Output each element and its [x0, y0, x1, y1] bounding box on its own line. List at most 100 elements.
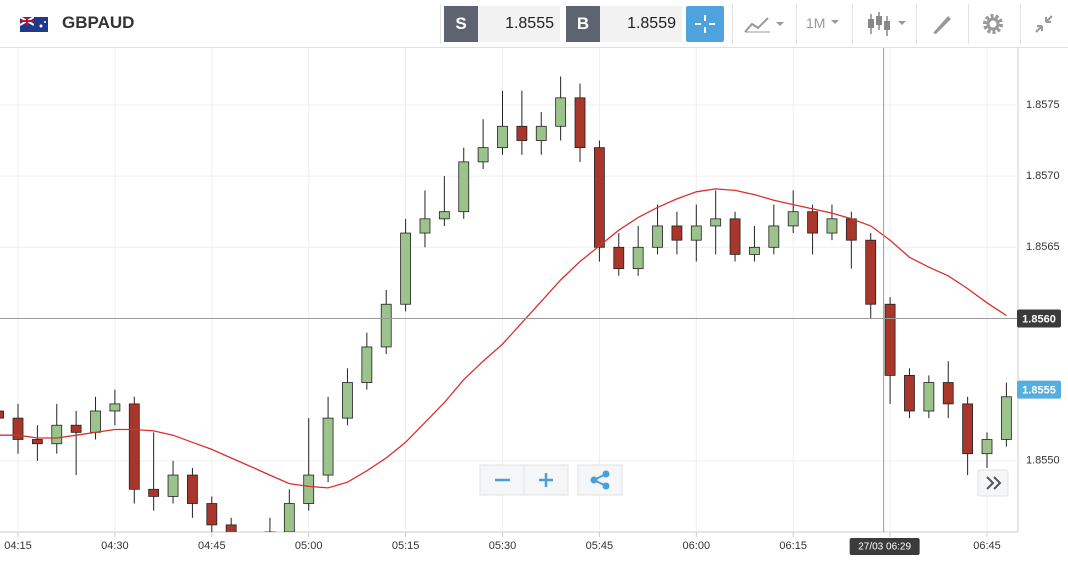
candle-body [90, 410, 101, 433]
double-arrow-icon [986, 476, 1002, 490]
x-tick-label: 06:45 [973, 540, 1001, 552]
crosshair-label-box [849, 538, 920, 555]
candle-body [225, 524, 237, 532]
settings-button[interactable] [981, 12, 1005, 41]
candle-body [981, 439, 993, 455]
candle-body [148, 488, 160, 497]
candle-body [0, 410, 5, 419]
buy-button[interactable]: B [566, 6, 600, 42]
separator [1020, 4, 1021, 44]
crosshair-button[interactable] [686, 6, 724, 42]
candle-body [729, 218, 741, 255]
chart: 1.8550 1.8565 1.8570 1.8575 04:15 04:30 04:45 0… [0, 48, 1061, 555]
candle-body [477, 147, 489, 163]
toolbar: GBPAUD S 1.8555 B 1.8559 1M [0, 0, 1068, 48]
sell-price[interactable]: 1.8555 [478, 6, 560, 42]
separator [732, 4, 733, 44]
candle-body [458, 161, 470, 213]
candle-body [31, 439, 43, 445]
candle-body [361, 346, 373, 383]
candle-body [884, 303, 896, 376]
candle-body [206, 503, 218, 526]
symbol: GBPAUD [62, 13, 135, 32]
x-tick-label: 04:15 [4, 540, 32, 552]
flag-icon [20, 17, 48, 32]
price-marker [1017, 380, 1061, 399]
candle-body [865, 239, 877, 305]
x-tick-label: 05:15 [392, 540, 420, 552]
candle-body [787, 211, 799, 227]
candle-body [167, 474, 179, 497]
candle-body [671, 225, 683, 241]
y-tick-label: 1.8570 [1026, 170, 1060, 182]
candle-body [497, 125, 508, 149]
buy-price[interactable]: 1.8559 [600, 6, 682, 42]
candle-body [904, 375, 915, 412]
y-tick-label: 1.8550 [1026, 455, 1060, 467]
x-tick-label: 06:00 [683, 540, 711, 552]
candle-body [400, 232, 412, 305]
separator [852, 4, 853, 44]
candle-body [594, 147, 605, 248]
candle-body [962, 403, 974, 455]
candle-body [923, 382, 935, 412]
draw-button[interactable] [930, 12, 954, 41]
candle-body [303, 474, 315, 504]
x-tick-label: 04:45 [198, 540, 226, 552]
chart-type-button[interactable] [866, 10, 910, 43]
x-tick-label: 05:30 [489, 540, 517, 552]
candle-body [438, 211, 450, 220]
candle-body [283, 503, 295, 532]
separator [796, 4, 797, 44]
separator [916, 4, 917, 44]
candle-body [1000, 396, 1012, 440]
candle-body [51, 424, 63, 445]
candle-body [690, 225, 702, 241]
timeframe-button[interactable]: 1M [806, 15, 826, 31]
timeframe-arrow[interactable] [830, 12, 842, 41]
x-tick-label: 06:15 [779, 540, 807, 552]
candle-body [516, 125, 528, 141]
sell-button[interactable]: S [444, 6, 478, 42]
x-tick-label: 05:45 [586, 540, 614, 552]
candle-body [807, 211, 818, 234]
candle-body [419, 218, 431, 234]
candle-body [342, 382, 353, 419]
share-button[interactable] [577, 464, 623, 496]
candle-body [12, 417, 24, 440]
collapse-button[interactable] [1032, 12, 1056, 41]
indicators-button[interactable] [742, 12, 788, 41]
price-marker [1017, 309, 1061, 328]
x-tick-label: 05:00 [295, 540, 323, 552]
axis-labels: 1.8550 1.8565 1.8570 1.8575 04:15 04:30 04:45 0… [4, 48, 1061, 555]
x-tick-label: 04:30 [101, 540, 129, 552]
moving-average-line [0, 188, 1007, 489]
grid [0, 48, 1018, 532]
price-marker-label: 1.8560 [1022, 313, 1056, 325]
candle-body [613, 246, 625, 270]
candle-body [535, 125, 547, 141]
separator [968, 4, 969, 44]
candle-body [380, 303, 392, 348]
candle-body [70, 424, 82, 433]
candle-body [574, 97, 586, 149]
candle-body [109, 403, 121, 412]
candle-body [826, 218, 838, 234]
plus-icon [539, 473, 553, 487]
price-marker-label: 1.8555 [1022, 385, 1056, 397]
candle-body [942, 382, 954, 405]
candle-body [652, 225, 663, 248]
separator [440, 4, 441, 44]
candle-body [710, 218, 722, 227]
candle-body [749, 246, 760, 255]
y-tick-label: 1.8565 [1026, 241, 1060, 253]
crosshair-label: 27/03 06:29 [858, 542, 911, 553]
candle-body [632, 246, 644, 270]
candle-body [246, 546, 256, 553]
plot-area [0, 76, 1018, 553]
candle-body [845, 218, 857, 241]
candle-body [264, 531, 276, 532]
candle-body [128, 403, 140, 490]
candle-body [322, 417, 334, 476]
